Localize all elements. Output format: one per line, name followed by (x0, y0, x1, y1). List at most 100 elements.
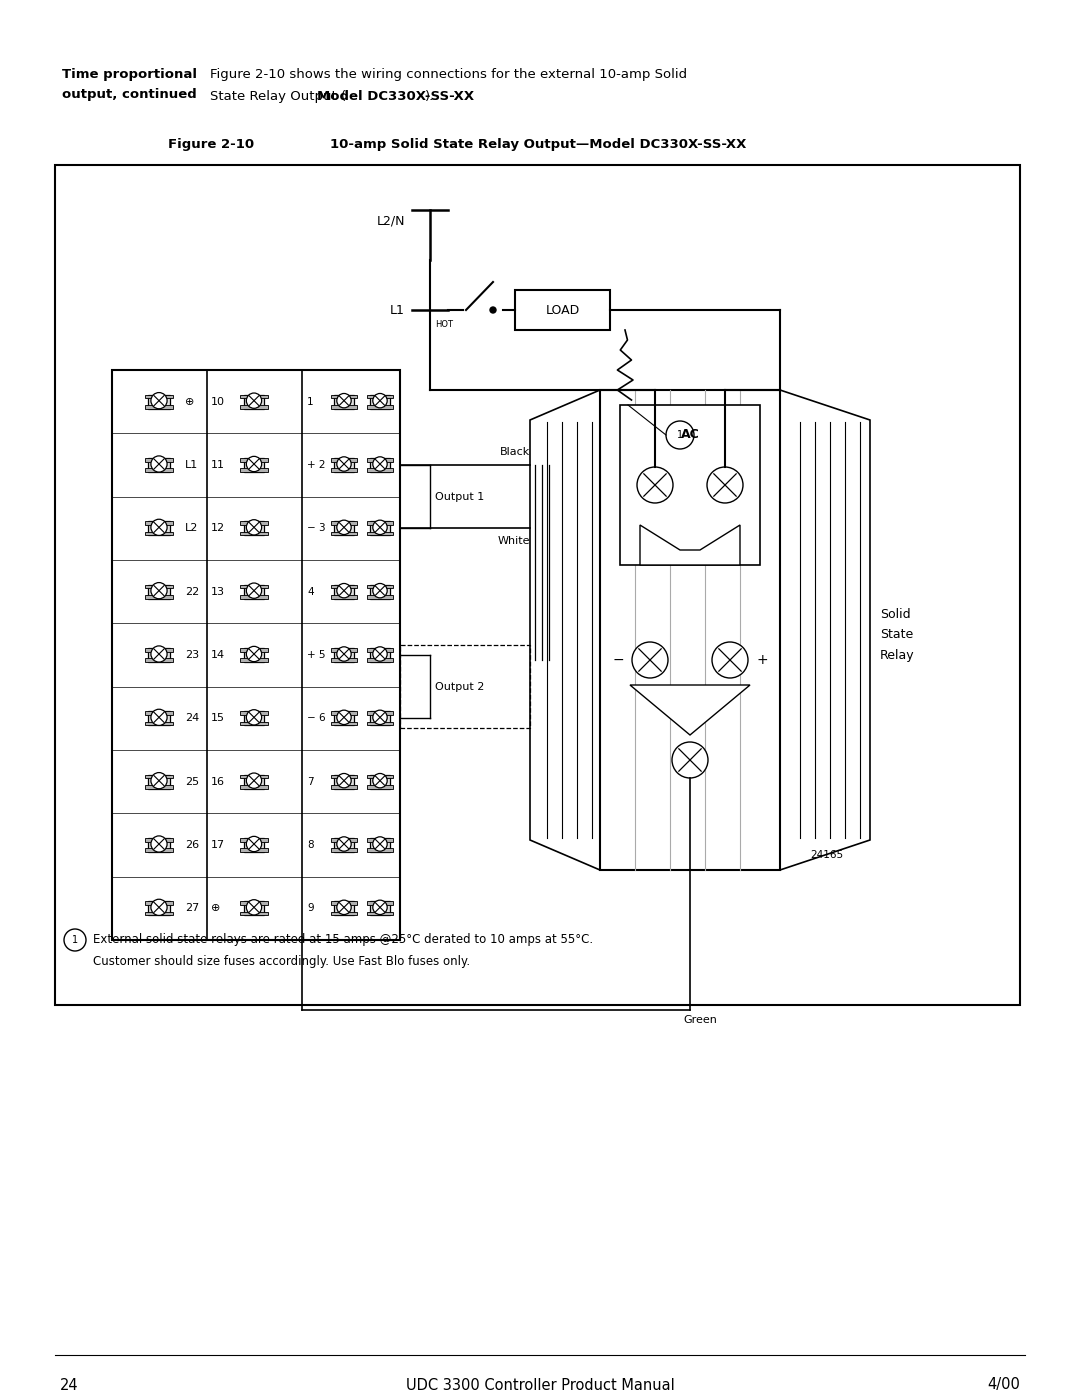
Text: AC: AC (680, 429, 700, 441)
Circle shape (373, 584, 388, 598)
Text: −: − (612, 652, 624, 666)
Bar (370, 458, 390, 472)
Bar (145, 468, 174, 472)
Text: Solid: Solid (880, 609, 910, 622)
Text: 24: 24 (60, 1377, 79, 1393)
Bar (148, 648, 170, 662)
Bar (620, 405, 760, 564)
Text: UDC 3300 Controller Product Manual: UDC 3300 Controller Product Manual (406, 1377, 674, 1393)
Bar (370, 711, 390, 725)
Circle shape (672, 742, 708, 778)
Bar (148, 711, 170, 725)
Text: Black: Black (500, 447, 530, 457)
Text: + 2: + 2 (307, 460, 325, 469)
Circle shape (337, 710, 351, 725)
Bar (367, 722, 393, 725)
Circle shape (151, 455, 167, 472)
Bar (145, 711, 174, 715)
Polygon shape (530, 390, 600, 870)
Text: 27: 27 (185, 904, 199, 914)
Bar (145, 532, 174, 535)
Bar (332, 901, 356, 905)
Circle shape (246, 900, 261, 915)
Bar (370, 775, 390, 789)
Bar (145, 595, 174, 599)
Circle shape (373, 710, 388, 725)
Bar (367, 532, 393, 535)
Polygon shape (780, 390, 870, 870)
Text: 24165: 24165 (810, 849, 843, 861)
Text: ⊕: ⊕ (185, 397, 194, 407)
Text: 26: 26 (185, 840, 199, 849)
Bar (332, 521, 356, 525)
Bar (145, 405, 174, 409)
Bar (241, 848, 268, 852)
Bar (332, 395, 356, 398)
Text: 15: 15 (211, 714, 225, 724)
Text: External solid state relays are rated at 15 amps @25°C derated to 10 amps at 55°: External solid state relays are rated at… (93, 933, 593, 947)
Bar (370, 395, 390, 409)
Bar (148, 901, 170, 915)
Circle shape (151, 583, 167, 599)
Bar (241, 532, 268, 535)
Bar (244, 838, 265, 852)
Bar (241, 838, 268, 841)
Bar (241, 521, 268, 525)
Bar (370, 648, 390, 662)
Circle shape (246, 647, 261, 662)
Bar (370, 838, 390, 852)
Bar (370, 585, 390, 599)
Circle shape (712, 643, 748, 678)
Circle shape (337, 837, 351, 851)
Bar (145, 521, 174, 525)
Bar (55, 165, 1020, 1004)
Circle shape (246, 393, 261, 408)
Bar (332, 722, 356, 725)
Bar (332, 848, 356, 852)
Bar (367, 395, 393, 398)
Bar (148, 521, 170, 535)
Circle shape (337, 457, 351, 471)
Circle shape (337, 584, 351, 598)
Bar (148, 458, 170, 472)
Bar (332, 405, 356, 409)
Text: Model DC330X-SS-XX: Model DC330X-SS-XX (318, 89, 474, 103)
Bar (367, 648, 393, 651)
Text: 7: 7 (307, 777, 313, 787)
Text: 9: 9 (307, 904, 313, 914)
Circle shape (151, 710, 167, 725)
Text: 25: 25 (185, 777, 199, 787)
Circle shape (151, 835, 167, 852)
Circle shape (151, 773, 167, 789)
Bar (241, 405, 268, 409)
Circle shape (337, 647, 351, 661)
Bar (367, 775, 393, 778)
Bar (244, 395, 265, 409)
Bar (367, 785, 393, 789)
Bar (244, 458, 265, 472)
Circle shape (373, 520, 388, 535)
Bar (335, 775, 353, 789)
Bar (145, 912, 174, 915)
Bar (332, 838, 356, 841)
Circle shape (151, 520, 167, 535)
Bar (335, 711, 353, 725)
Text: State Relay Output (: State Relay Output ( (210, 89, 346, 103)
Text: − 3: − 3 (307, 524, 326, 534)
Circle shape (246, 710, 261, 725)
Polygon shape (630, 685, 750, 735)
Bar (370, 521, 390, 535)
Text: 4: 4 (307, 587, 313, 597)
Text: +: + (756, 652, 768, 666)
Bar (332, 711, 356, 715)
Bar (241, 585, 268, 588)
Text: 4/00: 4/00 (987, 1377, 1020, 1393)
Text: Green: Green (683, 1016, 717, 1025)
Bar (148, 838, 170, 852)
Bar (335, 521, 353, 535)
Text: White: White (498, 536, 530, 546)
Text: Relay: Relay (880, 648, 915, 662)
Text: 10-amp Solid State Relay Output—Model DC330X-SS-XX: 10-amp Solid State Relay Output—Model DC… (330, 138, 746, 151)
Circle shape (337, 394, 351, 408)
Bar (335, 585, 353, 599)
